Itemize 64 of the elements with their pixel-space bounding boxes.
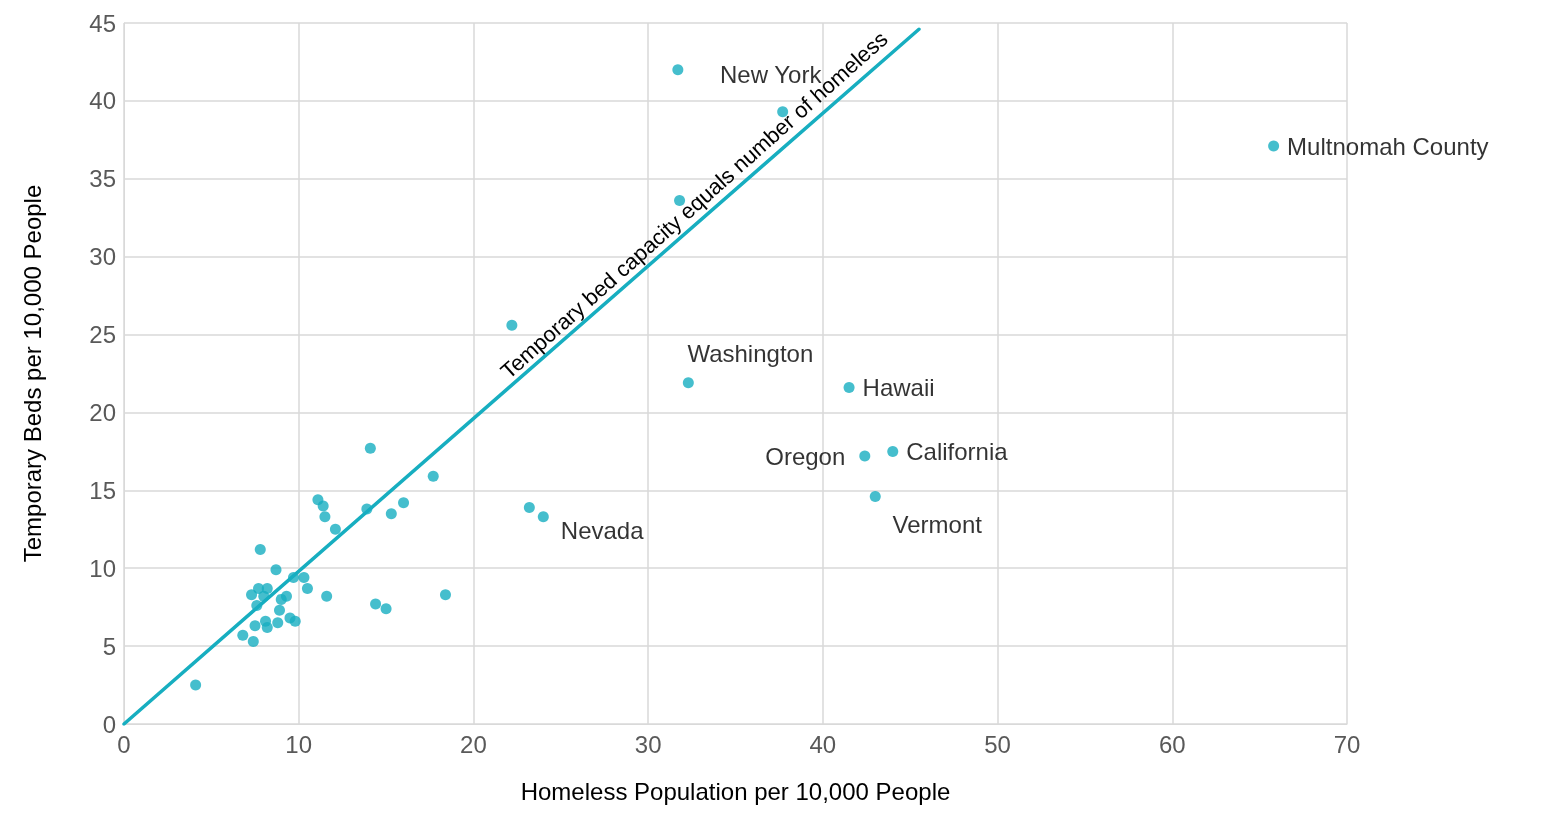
point [361, 503, 373, 515]
point [251, 600, 263, 612]
point [523, 501, 535, 513]
point [190, 679, 202, 691]
y-tick-label: 30 [89, 243, 116, 271]
y-tick-label: 20 [89, 398, 116, 426]
x-tick-label: 50 [984, 730, 1011, 758]
point [1268, 140, 1280, 152]
point [301, 582, 313, 594]
point [672, 64, 684, 76]
point [281, 590, 292, 602]
point [289, 615, 301, 627]
y-tick-label: 45 [89, 9, 116, 37]
x-tick-label: 20 [460, 730, 487, 758]
y-axis-title: Temporary Beds per 10,000 People [18, 184, 46, 563]
point [869, 491, 881, 503]
point [287, 572, 299, 584]
point [370, 598, 382, 610]
point [329, 523, 341, 535]
point [843, 382, 855, 394]
y-tick-label: 40 [89, 87, 116, 115]
x-tick-label: 60 [1158, 730, 1186, 758]
data-label: California [906, 437, 1009, 465]
y-tick-label: 15 [89, 476, 116, 504]
point [537, 511, 549, 523]
y-tick-label: 35 [89, 165, 116, 193]
point [246, 589, 258, 601]
point [439, 589, 451, 601]
point [859, 450, 871, 462]
point [887, 445, 899, 457]
y-tick-label: 25 [89, 321, 116, 349]
point [298, 572, 310, 584]
point [364, 442, 376, 454]
data-label: Vermont [892, 510, 983, 538]
data-label: Hawaii [862, 374, 935, 402]
data-label: Oregon [765, 442, 846, 470]
point [319, 511, 331, 523]
y-tick-label: 10 [89, 554, 116, 582]
data-label: Nevada [560, 517, 645, 545]
point [261, 621, 273, 633]
point [258, 590, 270, 602]
point [272, 617, 284, 629]
x-tick-label: 10 [285, 730, 313, 758]
data-label: Washington [687, 339, 814, 367]
point [237, 629, 249, 641]
point [317, 500, 329, 512]
y-tick-label: 5 [102, 632, 116, 660]
point [682, 377, 694, 389]
y-tick-label: 0 [102, 710, 116, 738]
point [398, 497, 410, 509]
point [274, 604, 285, 616]
point [427, 470, 439, 482]
point [249, 620, 261, 632]
x-axis-title: Homeless Population per 10,000 People [520, 777, 951, 805]
data-label: Multnomah County [1287, 132, 1489, 160]
point [385, 508, 397, 520]
x-tick-label: 40 [809, 730, 837, 758]
point [254, 544, 266, 556]
point [380, 603, 392, 615]
point [247, 635, 259, 647]
x-tick-label: 70 [1333, 730, 1361, 758]
x-tick-label: 30 [634, 730, 662, 758]
point [270, 564, 282, 576]
point [321, 590, 333, 602]
